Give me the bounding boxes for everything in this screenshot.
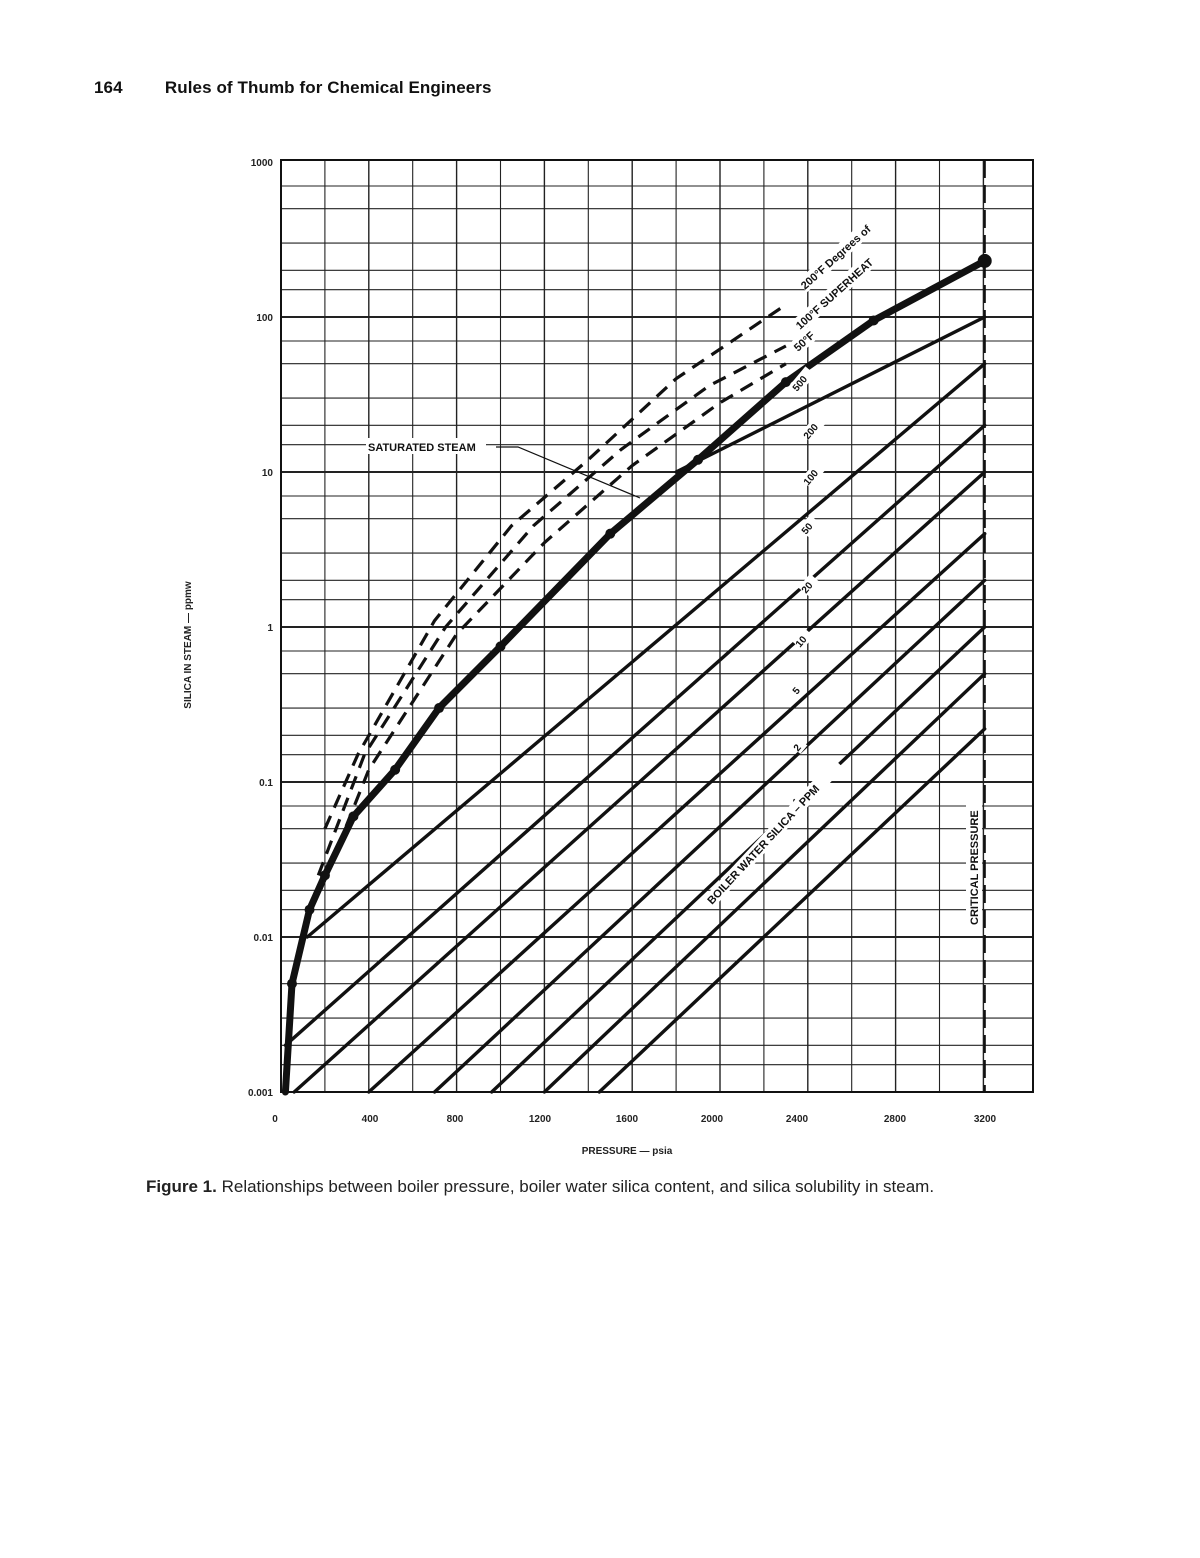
x-tick-label: 0 — [272, 1114, 278, 1125]
saturated-steam-point — [780, 377, 791, 388]
page-number: 164 — [94, 78, 123, 97]
y-tick-label: 10 — [262, 468, 274, 479]
label-bg — [796, 217, 878, 293]
saturated-steam-leader — [496, 446, 641, 499]
label-bg — [789, 366, 816, 394]
boiler-water-silica-line — [674, 315, 987, 474]
superheat-curve — [319, 362, 787, 891]
label-bg — [703, 758, 844, 908]
saturated-steam-point — [319, 870, 330, 881]
x-tick-label: 800 — [447, 1114, 464, 1125]
boiler-water-silica-line — [542, 672, 987, 1094]
x-tick-label: 400 — [362, 1114, 379, 1125]
x-tick-label: 1600 — [616, 1114, 639, 1125]
chart-series — [281, 160, 992, 1096]
x-axis-title: PRESSURE — psia — [582, 1146, 673, 1157]
label-bg — [366, 438, 486, 454]
plot-frame — [280, 159, 1034, 1093]
x-tick-label: 1200 — [529, 1114, 552, 1125]
saturated-steam-point — [693, 454, 704, 465]
chart-axes: 0 400 800 1200 1600 2000 2400 2800 3200100010010… — [183, 158, 1034, 1157]
saturated-steam-point — [868, 315, 879, 326]
boiler-water-silica-line — [283, 423, 987, 1048]
y-tick-label: 100 — [256, 313, 273, 324]
label-bg — [789, 680, 807, 697]
boiler-water-silica-line — [432, 578, 987, 1094]
label-bg — [791, 244, 888, 333]
saturated-steam-point — [434, 703, 445, 714]
label-bg — [798, 514, 820, 537]
superheat-curve — [316, 344, 787, 876]
boiler-water-silica-line — [597, 727, 987, 1094]
y-tick-label: 0.001 — [248, 1088, 273, 1099]
y-tick-label: 1 — [267, 623, 273, 634]
y-tick-label: 0.1 — [259, 778, 273, 789]
saturated-steam-label: SATURATED STEAM — [368, 442, 476, 454]
saturated-steam-point — [605, 528, 616, 539]
x-tick-label: 2800 — [884, 1114, 907, 1125]
saturated-steam-point — [304, 904, 315, 915]
superheat-curve — [323, 303, 787, 830]
label-bg — [800, 414, 827, 442]
boiler-water-silica-ppm-label: 5 — [791, 685, 803, 697]
x-tick-label: 2400 — [786, 1114, 809, 1125]
caption-text: Relationships between boiler pressure, b… — [221, 1177, 935, 1196]
figure-caption: Figure 1. Relationships between boiler p… — [146, 1177, 934, 1197]
x-tick-label: 2000 — [701, 1114, 724, 1125]
label-bg — [966, 800, 982, 930]
saturated-steam-point — [977, 253, 992, 268]
y-tick-label: 0.01 — [254, 933, 274, 944]
page-header: 164 Rules of Thumb for Chemical Engineer… — [94, 78, 492, 98]
label-bg — [789, 323, 823, 355]
y-axis-title: SILICA IN STEAM — ppmw — [183, 581, 194, 709]
saturated-steam-point — [495, 641, 506, 652]
boiler-water-silica-line — [292, 470, 987, 1094]
label-bg — [792, 627, 814, 650]
chart-grid — [281, 160, 1033, 1092]
x-tick-label: 3200 — [974, 1114, 997, 1125]
label-bg — [800, 460, 827, 488]
saturated-steam-point — [348, 811, 359, 822]
y-tick-label: 1000 — [251, 158, 274, 169]
caption-label: Figure 1. — [146, 1177, 217, 1196]
book-title: Rules of Thumb for Chemical Engineers — [164, 78, 492, 97]
boiler-water-silica-line — [305, 362, 987, 939]
label-bg — [798, 573, 820, 596]
boiler-water-silica-ppm-label: 2 — [792, 742, 804, 754]
boiler-water-silica-line — [490, 625, 987, 1094]
critical-pressure-label: CRITICAL PRESSURE — [969, 810, 981, 925]
superheat-100-label: 100°F SUPERHEAT — [794, 257, 876, 333]
saturated-steam-point — [286, 978, 297, 989]
boiler-water-silica-line — [367, 532, 987, 1094]
saturated-steam-point — [390, 764, 401, 775]
label-bg — [790, 737, 808, 754]
